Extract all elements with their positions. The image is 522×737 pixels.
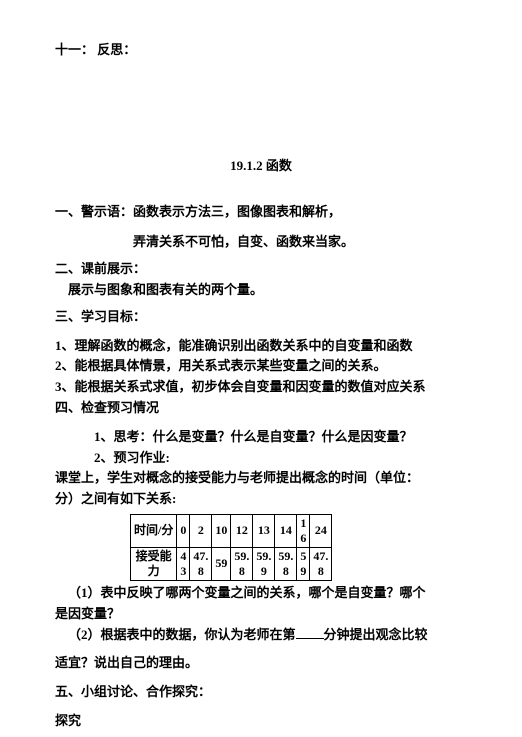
- table-cell: 接受能力: [131, 547, 177, 580]
- tanjiu: 探究: [55, 711, 467, 732]
- table-cell: 24: [310, 514, 332, 547]
- section-1-line2: 弄清关系不可怕，自变、函数来当家。: [55, 232, 467, 253]
- prob-2-line: （2）根据表中的数据，你认为老师在第 分钟提出观念比较: [55, 625, 467, 646]
- pretext-1: 课堂上，学生对概念的接受能力与老师提出概念的时间（单位：: [55, 468, 467, 489]
- lesson-title: 19.1.2 函数: [55, 156, 467, 177]
- table-cell: 10: [212, 514, 231, 547]
- table-cell: 59.8: [231, 547, 253, 580]
- section-2-head: 二、课前展示：: [55, 259, 467, 280]
- table-cell: 12: [231, 514, 253, 547]
- objective-3: 3、能根据关系式求值，初步体会自变量和因变量的数值对应关系: [55, 377, 467, 398]
- table-row: 接受能力 43 47.8 59 59.8 59.9 59.8 59 47.8: [131, 547, 332, 580]
- table-cell: 59.8: [275, 547, 297, 580]
- table-cell: 14: [275, 514, 297, 547]
- prob-2-c: 适宜？说出自己的理由。: [55, 653, 467, 674]
- table-cell: 59.9: [253, 547, 275, 580]
- objective-2: 2、能根据具体情景，用关系式表示某些变量之间的关系。: [55, 356, 467, 377]
- table-cell: 16: [297, 514, 310, 547]
- section-4-head: 四、检查预习情况: [55, 398, 467, 419]
- pretext-2: 分）之间有如下关系:: [55, 489, 467, 510]
- data-table: 时间/分 0 2 10 12 13 14 16 24 接受能力 43 47.8 …: [130, 514, 332, 581]
- table-cell: 13: [253, 514, 275, 547]
- table-cell: 47.8: [310, 547, 332, 580]
- table-row: 时间/分 0 2 10 12 13 14 16 24: [131, 514, 332, 547]
- table-cell: 59: [297, 547, 310, 580]
- table-cell: 47.8: [190, 547, 212, 580]
- question-2: 2、预习作业:: [55, 448, 467, 469]
- prob-2-a: （2）根据表中的数据，你认为老师在第: [68, 627, 296, 642]
- table-cell: 59: [212, 547, 231, 580]
- question-1: 1、思考：什么是变量？什么是自变量？什么是因变量？: [55, 427, 467, 448]
- fill-blank: [296, 627, 324, 639]
- prob-1-b: 是因变量？: [55, 604, 467, 625]
- table-cell: 0: [177, 514, 190, 547]
- table-cell: 2: [190, 514, 212, 547]
- section-1-head: 一、警示语：函数表示方法三，图像图表和解析，: [55, 202, 467, 223]
- section-5-head: 五、小组讨论、合作探究：: [55, 682, 467, 703]
- table-cell: 43: [177, 547, 190, 580]
- section-eleven: 十一： 反思：: [55, 40, 467, 61]
- objective-1: 1、理解函数的概念，能准确识别出函数关系中的自变量和函数: [55, 336, 467, 357]
- prob-1-a: （1）表中反映了哪两个变量之间的关系，哪个是自变量？哪个: [55, 583, 467, 604]
- section-2-line: 展示与图象和图表有关的两个量。: [55, 280, 467, 301]
- table-cell: 时间/分: [131, 514, 177, 547]
- prob-2-b: 分钟提出观念比较: [324, 627, 428, 642]
- section-3-head: 三、学习目标：: [55, 307, 467, 328]
